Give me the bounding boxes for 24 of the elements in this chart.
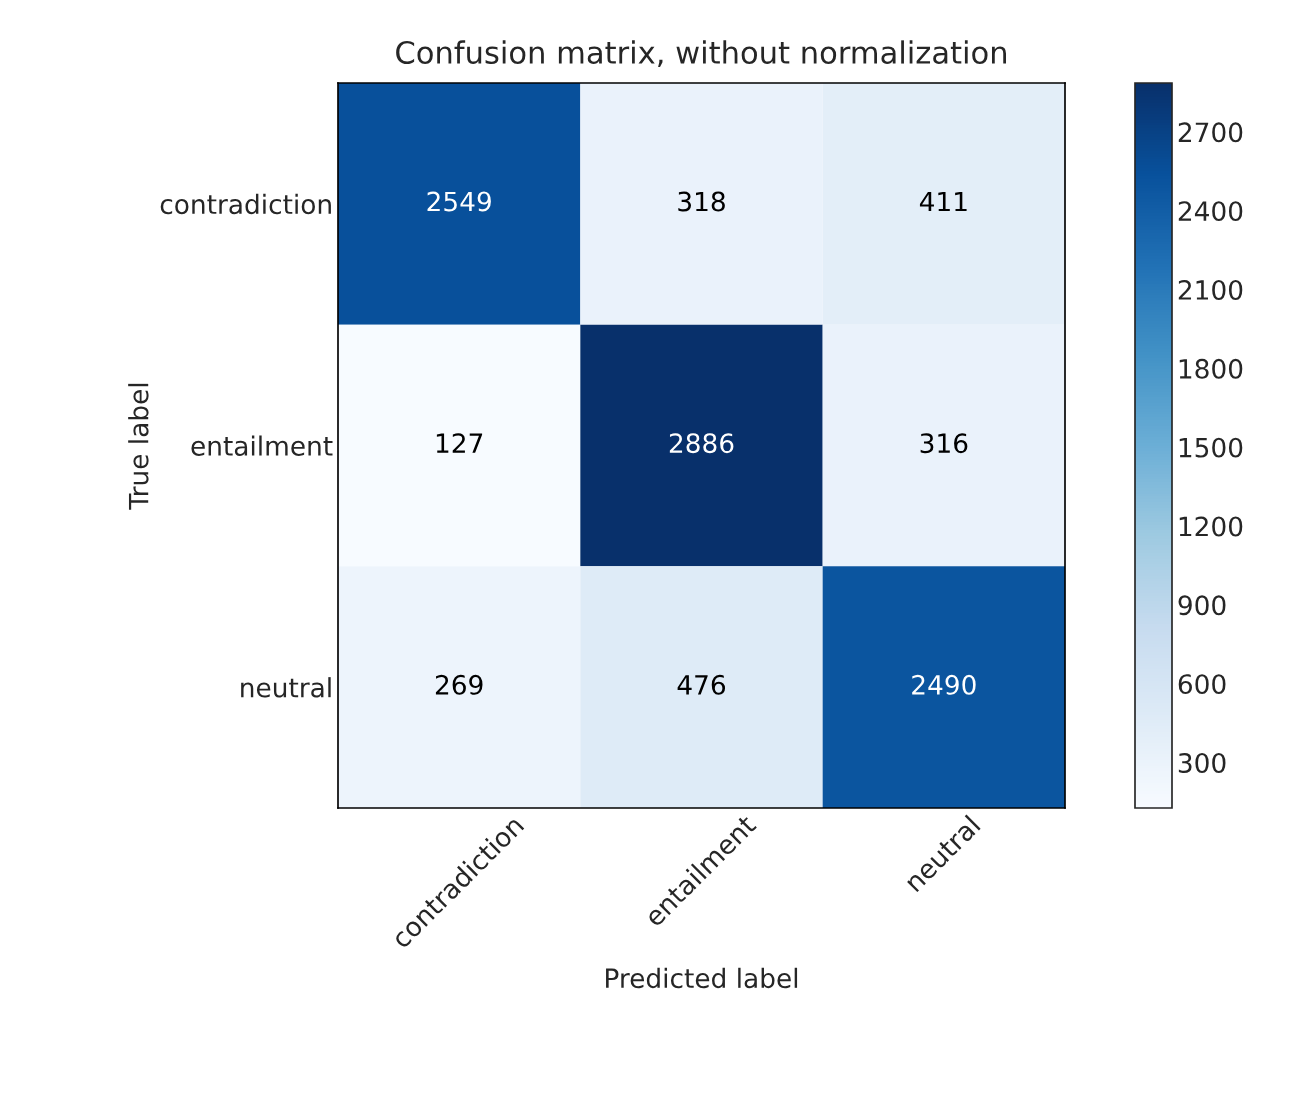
data-label: 2490: [912, 674, 976, 695]
y-tick-label: neutral: [241, 677, 331, 698]
y-tick-label: entailment: [191, 435, 333, 456]
y-tick-label: contradiction: [160, 193, 331, 215]
x-axis-title: Predicted label: [606, 967, 798, 989]
color-bar-label: 2400: [1178, 201, 1243, 222]
data-label: 127: [436, 433, 483, 453]
y-axis-title: True label: [128, 383, 149, 510]
data-label: 411: [919, 191, 967, 212]
color-bar-label: 2700: [1178, 122, 1243, 143]
chart-title: Confusion matrix, without normalization: [396, 40, 1006, 68]
data-label: 316: [920, 433, 968, 454]
data-label: 476: [677, 674, 726, 695]
data-label: 2886: [669, 433, 734, 454]
color-bar-label: 1800: [1179, 358, 1243, 379]
data-label: 318: [678, 191, 725, 212]
color-bar-label: 2100: [1178, 279, 1243, 300]
color-bar-label: 1500: [1179, 437, 1243, 458]
data-label: 2549: [427, 191, 491, 212]
color-bar-label: 1200: [1179, 516, 1243, 537]
color-bar-label: 600: [1178, 674, 1226, 695]
color-bar-label: 900: [1178, 595, 1226, 616]
color-bar-label: 300: [1178, 752, 1226, 773]
data-label: 269: [435, 674, 483, 695]
